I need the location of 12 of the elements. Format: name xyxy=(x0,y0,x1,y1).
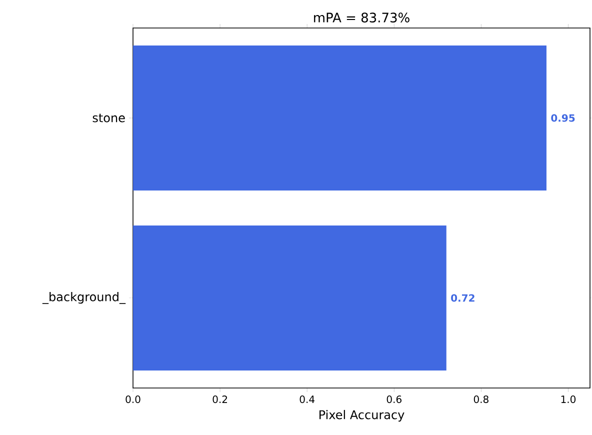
chart-title: mPA = 83.73% xyxy=(314,12,410,22)
x-tick-label: 0.8 xyxy=(474,396,488,404)
y-tick-label: _background_ xyxy=(42,292,126,304)
x-tick-label: 1.0 xyxy=(561,396,576,404)
data-label: 0.72 xyxy=(451,294,474,302)
x-axis-title: Pixel Accuracy xyxy=(320,410,404,422)
data-label: 0.95 xyxy=(551,114,575,122)
y-tick-label: stone xyxy=(92,114,125,122)
x-tick-label: 0.6 xyxy=(386,396,402,404)
x-tick-label: 0.4 xyxy=(300,396,314,404)
x-tick-label: 0.2 xyxy=(212,396,228,404)
x-tick-label: 0.0 xyxy=(126,396,140,404)
